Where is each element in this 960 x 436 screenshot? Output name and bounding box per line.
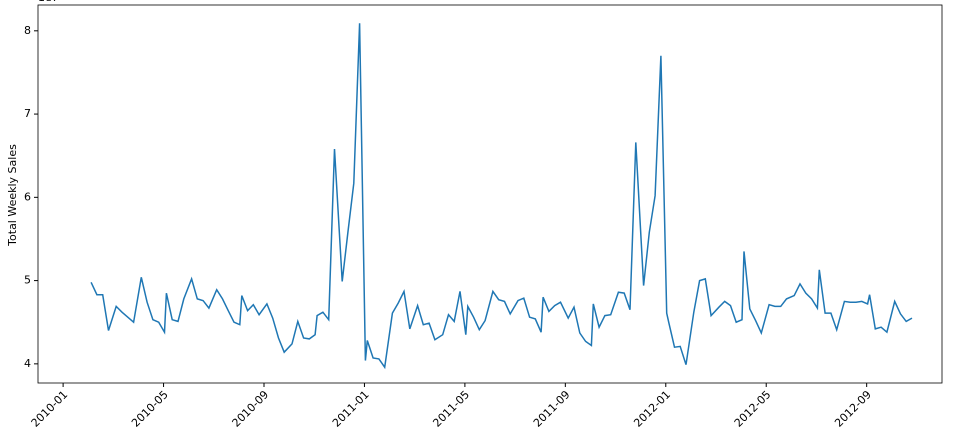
y-tick-label: 7 bbox=[24, 107, 31, 120]
x-tick-label: 2010-05 bbox=[129, 388, 171, 430]
y-tick-label: 5 bbox=[24, 274, 31, 287]
x-tick-label: 2012-09 bbox=[832, 388, 874, 430]
x-tick-label: 2011-09 bbox=[531, 388, 573, 430]
x-tick-label: 2010-09 bbox=[230, 388, 272, 430]
x-tick-label: 2011-05 bbox=[430, 388, 472, 430]
y-offset-label: 1e7 bbox=[38, 0, 59, 4]
plot-frame bbox=[37, 4, 943, 384]
y-tick-label: 8 bbox=[24, 24, 31, 37]
y-axis-label: Total Weekly Sales bbox=[6, 144, 19, 247]
y-tick-label: 6 bbox=[24, 190, 31, 203]
x-tick-label: 2012-05 bbox=[732, 388, 774, 430]
line-series bbox=[90, 23, 913, 370]
x-tick-label: 2012-01 bbox=[631, 388, 673, 430]
x-tick-label: 2010-01 bbox=[29, 388, 71, 430]
y-tick-label: 4 bbox=[24, 357, 31, 370]
x-tick-label: 2011-01 bbox=[330, 388, 372, 430]
